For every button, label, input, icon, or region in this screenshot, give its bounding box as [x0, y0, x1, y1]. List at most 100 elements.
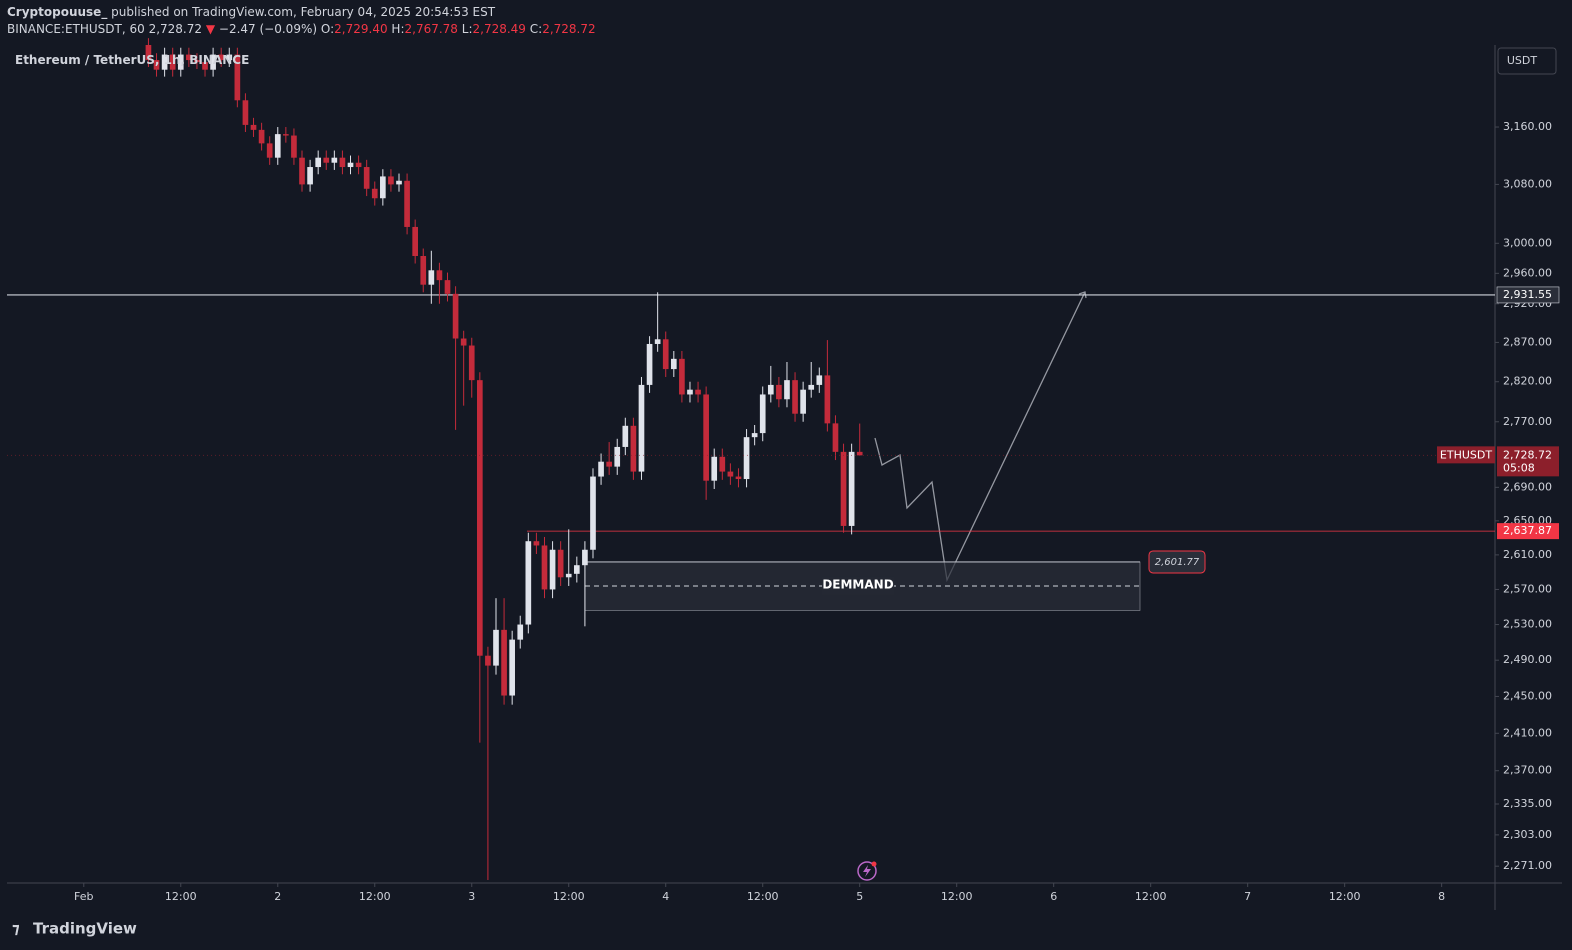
y-tick-label: 2,820.00 — [1503, 375, 1552, 388]
candle-body — [687, 389, 693, 395]
candle-body — [670, 358, 677, 370]
candle-body — [840, 451, 847, 526]
candle — [808, 361, 815, 398]
x-tick-label: 12:00 — [747, 890, 779, 903]
candle — [283, 127, 289, 143]
candle-body — [622, 425, 629, 447]
y-tick-label: 2,770.00 — [1503, 415, 1552, 428]
candle-body — [226, 54, 233, 61]
candle-body — [776, 384, 782, 400]
y-tick-label: 2,610.00 — [1503, 548, 1552, 561]
candle — [323, 150, 330, 170]
symbol-tag-label: ETHUSDT — [1440, 448, 1492, 461]
candle — [670, 351, 677, 377]
candle — [784, 361, 790, 408]
candle — [622, 417, 629, 456]
candle — [703, 386, 709, 500]
candle — [679, 351, 685, 403]
candle-body — [549, 549, 556, 590]
candle-body — [291, 135, 297, 158]
candle-body — [614, 446, 621, 467]
header-line-1: Cryptopouuse_ published on TradingView.c… — [7, 5, 495, 19]
candle — [234, 47, 241, 108]
candle-body — [347, 162, 354, 168]
author: Cryptopouuse_ — [7, 5, 108, 19]
candle-body — [727, 471, 734, 477]
candle-body — [525, 541, 532, 625]
candle — [412, 219, 418, 264]
o-key: O: — [320, 22, 335, 36]
candle-body — [784, 380, 790, 400]
candle-body — [759, 394, 766, 434]
candle-body — [848, 451, 855, 526]
candle — [169, 47, 176, 77]
candle — [743, 429, 750, 488]
candle — [444, 272, 451, 302]
candle — [258, 122, 265, 151]
candle — [428, 250, 435, 304]
candle-body — [695, 389, 701, 395]
published: published on TradingView.com, February 0… — [111, 5, 496, 19]
candle-body — [436, 270, 443, 281]
candle — [614, 438, 621, 475]
candle — [533, 532, 540, 555]
h-line-price: 2,637.87 — [1503, 524, 1552, 537]
h-line-price-box — [1497, 523, 1559, 540]
candle — [331, 150, 338, 170]
y-tick-label: 2,490.00 — [1503, 653, 1552, 666]
candle — [468, 337, 475, 398]
candle — [485, 646, 491, 881]
c: 2,728.72 — [542, 22, 596, 36]
candle-body — [517, 624, 524, 640]
candle-body — [824, 375, 831, 424]
candle — [291, 128, 297, 165]
candle — [299, 150, 305, 192]
candle-body — [355, 162, 362, 168]
candle — [396, 173, 402, 192]
candle — [460, 330, 467, 406]
candle — [250, 117, 257, 137]
candle-body — [404, 180, 410, 227]
candle — [856, 423, 863, 456]
candle — [800, 381, 806, 422]
candle-body — [274, 134, 281, 158]
candle — [145, 38, 152, 67]
currency-button[interactable] — [1497, 47, 1557, 75]
y-tick-label: 2,271.00 — [1503, 859, 1552, 872]
candle-body — [145, 45, 152, 61]
candle-body — [169, 54, 176, 70]
candle — [347, 155, 354, 175]
candle — [420, 248, 427, 293]
candle — [380, 169, 386, 206]
arrow: ▼ — [205, 22, 216, 36]
symbol: BINANCE:ETHUSDT, 60 — [7, 22, 145, 36]
candle — [355, 155, 362, 175]
candle — [751, 424, 758, 446]
symbol-tag — [1437, 446, 1495, 464]
candle-body — [638, 384, 645, 472]
x-tick-label: 2 — [274, 890, 281, 903]
candle-body — [460, 338, 467, 346]
candle — [274, 127, 281, 165]
candle-body — [743, 437, 750, 480]
candle — [501, 598, 507, 705]
candle-body — [493, 629, 499, 666]
x-tick-label: 3 — [468, 890, 475, 903]
candle-body — [719, 456, 726, 472]
candle-body — [792, 380, 798, 414]
alert-icon[interactable] — [857, 861, 877, 881]
candle-body — [735, 476, 742, 480]
candle — [493, 598, 499, 675]
y-tick-label: 3,160.00 — [1503, 120, 1552, 133]
y-tick-label: 3,000.00 — [1503, 236, 1552, 249]
candle — [646, 336, 653, 393]
candle-body — [363, 167, 370, 189]
candle — [177, 47, 184, 77]
candle-body — [258, 129, 265, 144]
candle-body — [242, 100, 249, 125]
o: 2,729.40 — [334, 22, 388, 36]
candle-body — [565, 573, 572, 578]
candle — [630, 417, 637, 480]
